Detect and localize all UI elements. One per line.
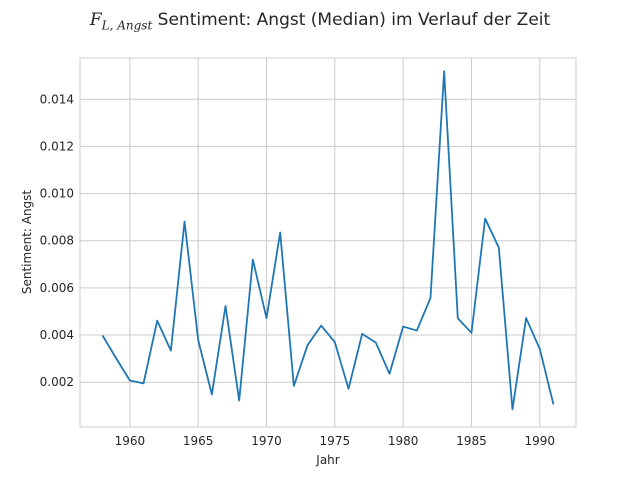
grid-lines <box>80 58 576 427</box>
y-tick-label: 0.006 <box>40 281 74 295</box>
y-tick-labels: 0.002 0.004 0.006 0.008 0.010 0.012 0.014 <box>40 92 74 389</box>
title-math-symbol: FL, Angst <box>89 10 153 33</box>
y-axis-label: Sentiment: Angst <box>20 190 34 295</box>
title-text: Sentiment: Angst (Median) im Verlauf der… <box>152 10 551 30</box>
x-tick-label: 1975 <box>320 434 351 448</box>
y-tick-label: 0.010 <box>40 187 74 201</box>
y-tick-label: 0.008 <box>40 234 74 248</box>
y-tick-label: 0.002 <box>40 375 74 389</box>
x-tick-label: 1960 <box>115 434 146 448</box>
x-tick-label: 1980 <box>388 434 419 448</box>
y-tick-label: 0.012 <box>40 139 74 153</box>
x-tick-label: 1985 <box>456 434 487 448</box>
plot-area <box>79 57 577 428</box>
chart-title: FL, Angst Sentiment: Angst (Median) im V… <box>0 10 640 32</box>
x-tick-labels: 1960 1965 1970 1975 1980 1985 1990 <box>115 434 555 448</box>
x-tick-label: 1970 <box>251 434 282 448</box>
y-tick-label: 0.014 <box>40 92 74 106</box>
y-tick-label: 0.004 <box>40 328 74 342</box>
series-line <box>101 70 555 411</box>
x-tick-label: 1990 <box>525 434 556 448</box>
x-axis-label: Jahr <box>315 453 339 467</box>
x-tick-label: 1965 <box>183 434 214 448</box>
